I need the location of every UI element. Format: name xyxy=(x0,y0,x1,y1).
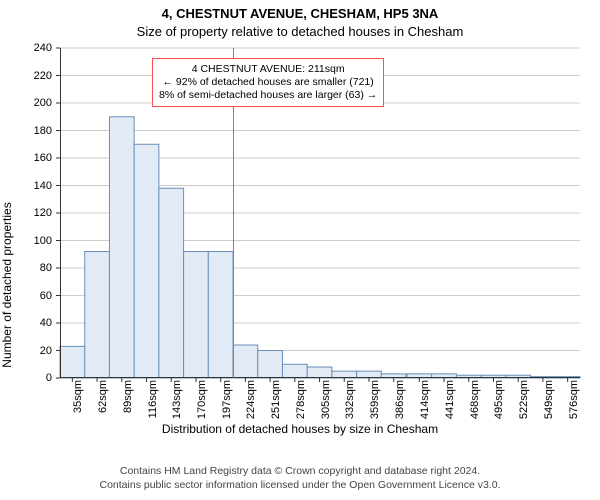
marker-annotation-box: 4 CHESTNUT AVENUE: 211sqm ← 92% of detac… xyxy=(152,58,384,107)
chart-container: 4, CHESTNUT AVENUE, CHESHAM, HP5 3NA Siz… xyxy=(0,0,600,500)
annotation-line-1: 4 CHESTNUT AVENUE: 211sqm xyxy=(159,63,377,76)
y-tick-label: 0 xyxy=(46,372,52,384)
histogram-bar xyxy=(357,371,382,378)
plot-area: 4 CHESTNUT AVENUE: 211sqm ← 92% of detac… xyxy=(60,48,580,378)
x-tick-label: 522sqm xyxy=(518,380,530,419)
y-tick-label: 20 xyxy=(40,345,52,357)
histogram-bar xyxy=(208,252,233,379)
x-tick-label: 468sqm xyxy=(469,380,481,419)
y-tick-label: 120 xyxy=(34,207,52,219)
x-tick-label: 89sqm xyxy=(122,380,134,413)
x-tick-label: 549sqm xyxy=(543,380,555,419)
x-tick-label: 143sqm xyxy=(171,380,183,419)
x-tick-label: 62sqm xyxy=(97,380,109,413)
y-tick-label: 240 xyxy=(34,42,52,54)
histogram-bar xyxy=(258,351,283,379)
y-tick-label: 100 xyxy=(34,235,52,247)
y-tick-label: 180 xyxy=(34,125,52,137)
x-tick-label: 224sqm xyxy=(245,380,257,419)
x-tick-label: 35sqm xyxy=(72,380,84,413)
y-tick-label: 60 xyxy=(40,290,52,302)
x-axis-label: Distribution of detached houses by size … xyxy=(0,422,600,436)
x-tick-label: 441sqm xyxy=(444,380,456,419)
x-tick-label: 332sqm xyxy=(344,380,356,419)
chart-area: Number of detached properties 0204060801… xyxy=(0,44,600,438)
x-tick-label: 170sqm xyxy=(196,380,208,419)
x-tick-label: 197sqm xyxy=(221,380,233,419)
y-tick-label: 80 xyxy=(40,262,52,274)
title-address: 4, CHESTNUT AVENUE, CHESHAM, HP5 3NA xyxy=(0,6,600,21)
histogram-bar xyxy=(184,252,209,379)
histogram-bar xyxy=(60,346,85,378)
histogram-bar xyxy=(307,367,332,378)
footer-attribution: Contains HM Land Registry data © Crown c… xyxy=(0,464,600,492)
histogram-bar xyxy=(134,144,159,378)
x-tick-label: 414sqm xyxy=(419,380,431,419)
x-tick-label: 278sqm xyxy=(295,380,307,419)
histogram-bar xyxy=(233,345,258,378)
x-tick-label: 251sqm xyxy=(270,380,282,419)
histogram-bar xyxy=(85,252,110,379)
x-tick-label: 305sqm xyxy=(320,380,332,419)
histogram-bar xyxy=(109,117,134,378)
footer-line-2: Contains public sector information licen… xyxy=(0,478,600,492)
y-tick-label: 40 xyxy=(40,317,52,329)
title-subtitle: Size of property relative to detached ho… xyxy=(0,24,600,39)
x-tick-label: 116sqm xyxy=(147,380,159,418)
y-axis-ticks: 020406080100120140160180200220240 xyxy=(0,48,56,378)
annotation-line-3: 8% of semi-detached houses are larger (6… xyxy=(159,89,377,102)
histogram-bar xyxy=(159,188,184,378)
x-tick-label: 386sqm xyxy=(394,380,406,419)
y-tick-label: 200 xyxy=(34,97,52,109)
x-tick-label: 495sqm xyxy=(493,380,505,419)
histogram-bar xyxy=(282,364,307,378)
x-tick-label: 359sqm xyxy=(369,380,381,419)
x-tick-label: 576sqm xyxy=(568,380,580,419)
annotation-line-2: ← 92% of detached houses are smaller (72… xyxy=(159,76,377,89)
y-tick-label: 140 xyxy=(34,180,52,192)
histogram-bar xyxy=(332,371,357,378)
y-tick-label: 220 xyxy=(34,70,52,82)
y-tick-label: 160 xyxy=(34,152,52,164)
footer-line-1: Contains HM Land Registry data © Crown c… xyxy=(0,464,600,478)
